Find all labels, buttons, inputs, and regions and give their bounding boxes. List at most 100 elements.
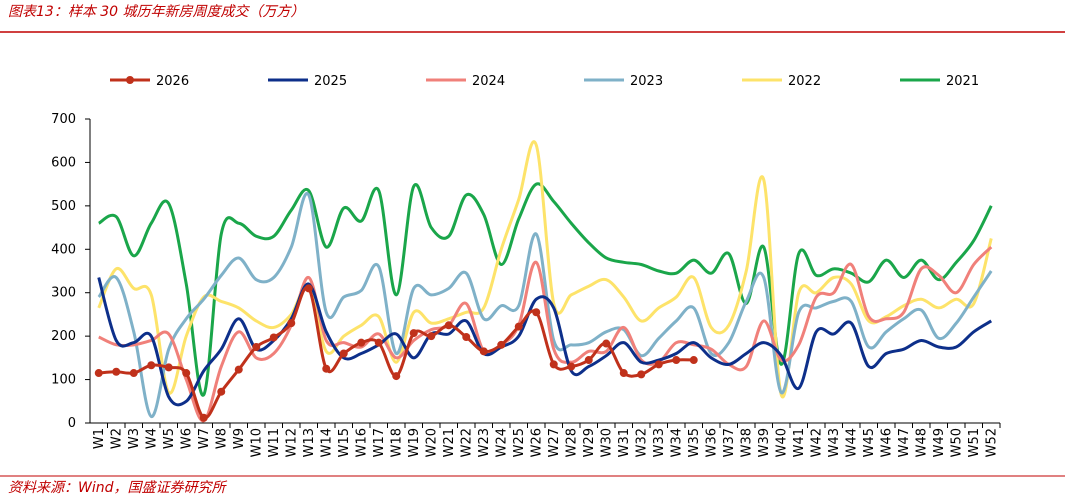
x-tick-label: W29	[582, 428, 597, 457]
legend-label: 2025	[314, 74, 347, 89]
x-tick-label: W51	[967, 428, 982, 457]
point	[339, 349, 348, 358]
x-tick-label: W20	[424, 428, 439, 457]
x-tick-label: W37	[722, 428, 737, 457]
y-tick-label: 400	[51, 242, 76, 257]
x-tick-label: W18	[389, 428, 404, 457]
x-tick-label: W15	[337, 428, 352, 457]
x-tick-label: W12	[284, 428, 299, 457]
point	[479, 347, 488, 356]
y-tick-label: 100	[51, 373, 76, 388]
series-line	[97, 140, 993, 399]
x-tick-label: W39	[757, 428, 772, 457]
x-tick-label: W13	[302, 428, 317, 457]
x-tick-label: W35	[687, 428, 702, 457]
x-tick-label: W32	[634, 428, 649, 457]
chart-title: 图表13：样本 30 城历年新房周度成交（万方）	[8, 4, 305, 20]
x-tick-label: W38	[739, 428, 754, 457]
x-tick-label: W2	[109, 428, 124, 449]
x-tick-label: W16	[354, 428, 369, 457]
point	[392, 372, 401, 381]
point	[147, 361, 156, 370]
x-tick-label: W43	[827, 428, 842, 457]
x-tick-label: W40	[774, 428, 789, 457]
x-tick-label: W4	[144, 428, 159, 449]
y-tick-label: 0	[68, 416, 76, 431]
source: 资料来源：Wind，国盛证券研究所	[8, 480, 227, 496]
x-tick-label: W8	[214, 428, 229, 449]
point	[234, 365, 243, 374]
series-line	[98, 246, 993, 423]
x-tick-label: W45	[862, 428, 877, 457]
point	[444, 321, 453, 330]
x-tick-label: W28	[564, 428, 579, 457]
x-tick-label: W31	[617, 428, 632, 457]
point	[672, 356, 681, 365]
x-tick-label: W5	[162, 428, 177, 449]
x-tick-label: W44	[844, 428, 859, 457]
x-tick-label: W9	[232, 428, 247, 449]
x-tick-label: W17	[372, 428, 387, 457]
y-tick-label: 200	[51, 329, 76, 344]
point	[602, 339, 611, 348]
point	[357, 338, 366, 347]
x-tick-label: W52	[984, 428, 999, 457]
point	[287, 319, 296, 328]
point	[427, 332, 436, 341]
y-tick-label: 500	[51, 199, 76, 214]
x-tick-label: W23	[477, 428, 492, 457]
x-tick-label: W34	[669, 428, 684, 457]
point	[252, 343, 261, 351]
point	[637, 370, 646, 379]
x-tick-label: W14	[319, 428, 334, 457]
x-tick-label: W24	[494, 428, 509, 457]
point	[584, 356, 593, 365]
x-tick-label: W36	[704, 428, 719, 457]
x-tick-label: W1	[92, 428, 107, 449]
x-tick-label: W26	[529, 428, 544, 457]
point	[182, 369, 191, 378]
point	[269, 333, 278, 342]
point	[549, 360, 558, 369]
point	[322, 364, 331, 373]
point	[304, 284, 313, 293]
point	[514, 322, 523, 331]
x-tick-label: W11	[267, 428, 282, 457]
legend-label: 2022	[788, 74, 821, 89]
x-tick-label: W47	[897, 428, 912, 457]
x-tick-label: W10	[249, 428, 264, 457]
series-line	[97, 191, 993, 418]
point	[129, 369, 138, 378]
x-tick-label: W49	[932, 428, 947, 457]
x-tick-label: W50	[949, 428, 964, 457]
legend-label: 2021	[946, 74, 979, 89]
x-tick-label: W21	[442, 428, 457, 457]
x-tick-label: W6	[179, 428, 194, 449]
legend-marker	[126, 76, 134, 84]
point	[689, 356, 698, 365]
point	[94, 369, 103, 378]
x-tick-label: W7	[197, 428, 212, 449]
point	[654, 360, 663, 369]
point	[112, 367, 121, 376]
point	[217, 387, 226, 396]
y-tick-label: 300	[51, 286, 76, 301]
point	[462, 333, 471, 342]
point	[567, 362, 576, 371]
point	[199, 413, 208, 422]
x-tick-label: W27	[547, 428, 562, 457]
series-line	[97, 182, 993, 397]
x-tick-label: W48	[914, 428, 929, 457]
x-tick-label: W30	[599, 428, 614, 457]
point	[619, 369, 628, 378]
x-tick-label: W42	[809, 428, 824, 457]
point	[374, 338, 383, 347]
x-tick-label: W3	[127, 428, 142, 449]
x-tick-label: W41	[792, 428, 807, 457]
point	[164, 363, 173, 372]
x-tick-label: W22	[459, 428, 474, 457]
x-tick-label: W25	[512, 428, 527, 457]
point	[409, 329, 418, 338]
series-line	[97, 277, 993, 407]
